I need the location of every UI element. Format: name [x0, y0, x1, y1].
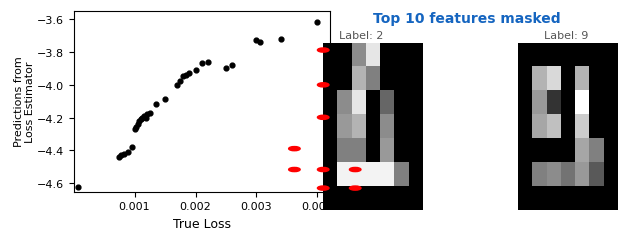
Point: [312, 21, 323, 25]
Y-axis label: Predictions from
Loss Estimator: Predictions from Loss Estimator: [13, 56, 35, 147]
Point: [252, 39, 262, 43]
Point: [190, 69, 200, 72]
Point: [114, 155, 124, 159]
Text: Top 10 features masked: Top 10 features masked: [373, 12, 561, 25]
Point: [227, 64, 237, 67]
Point: [178, 75, 188, 79]
Point: [140, 116, 150, 120]
Text: Label: 2: Label: 2: [339, 30, 384, 40]
Point: [124, 151, 134, 154]
Point: [196, 62, 207, 66]
Point: [276, 38, 286, 41]
Text: Label: 9: Label: 9: [544, 30, 589, 40]
Point: [116, 154, 126, 158]
Point: [172, 83, 182, 87]
Point: [136, 118, 146, 122]
Point: [132, 123, 143, 126]
Point: [175, 80, 186, 84]
Point: [160, 98, 170, 102]
Point: [118, 152, 129, 156]
Point: [203, 61, 213, 64]
Point: [145, 111, 155, 115]
Point: [221, 67, 231, 71]
Point: [181, 74, 191, 77]
Point: [126, 146, 136, 149]
X-axis label: True Loss: True Loss: [173, 217, 230, 230]
Point: [151, 103, 161, 107]
Point: [134, 119, 145, 123]
Point: [131, 126, 141, 130]
Point: [141, 113, 152, 117]
Point: [137, 116, 147, 120]
Point: [129, 128, 140, 131]
Point: [139, 115, 149, 118]
Point: [254, 41, 264, 45]
Point: [74, 185, 84, 189]
Point: [184, 72, 195, 76]
